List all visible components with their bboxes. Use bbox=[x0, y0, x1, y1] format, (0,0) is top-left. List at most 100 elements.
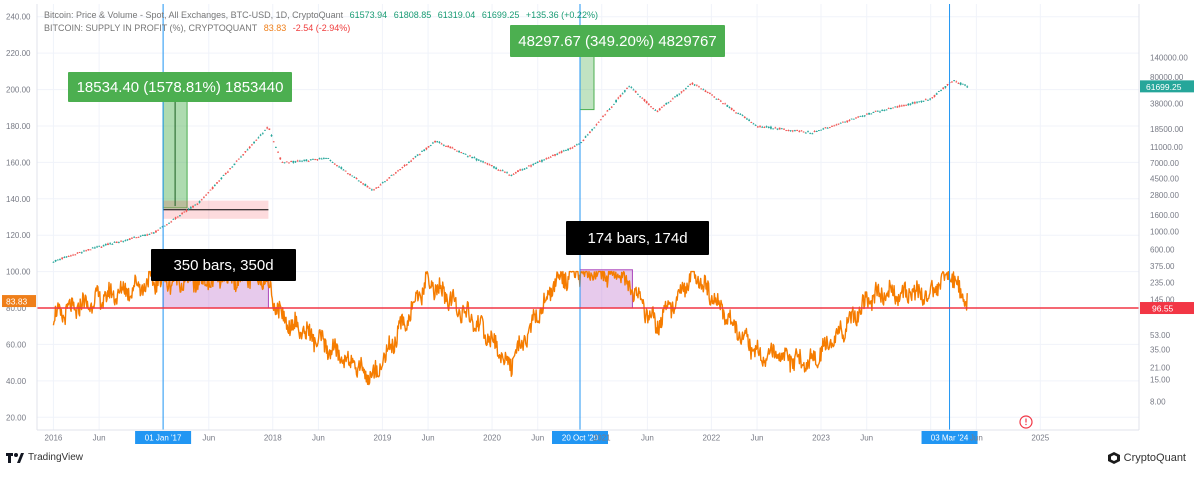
price-candle bbox=[547, 157, 550, 159]
price-candle bbox=[325, 158, 327, 160]
price-candle bbox=[233, 163, 236, 166]
price-candle bbox=[220, 177, 223, 180]
price-candle bbox=[580, 142, 583, 143]
price-candle bbox=[602, 116, 604, 117]
price-candle bbox=[144, 234, 146, 236]
price-candle bbox=[708, 93, 711, 95]
price-candle bbox=[905, 104, 908, 106]
price-candle bbox=[460, 152, 463, 153]
price-candle bbox=[554, 154, 556, 156]
price-candle bbox=[521, 169, 524, 171]
price-candle bbox=[831, 125, 833, 127]
price-candle bbox=[397, 170, 399, 172]
price-candle bbox=[844, 121, 846, 123]
price-candle bbox=[421, 150, 423, 152]
price-candle bbox=[920, 100, 923, 102]
price-candle bbox=[477, 159, 480, 161]
price-candle bbox=[501, 170, 504, 172]
price-candle bbox=[117, 242, 120, 243]
price-candle bbox=[486, 163, 489, 165]
price-candle bbox=[713, 96, 716, 98]
price-candle bbox=[277, 151, 279, 153]
price-candle bbox=[885, 109, 888, 111]
price-candle bbox=[848, 120, 851, 121]
price-candle bbox=[139, 235, 142, 237]
price-candle bbox=[266, 127, 269, 129]
right-tick-label: 21.00 bbox=[1150, 363, 1171, 372]
price-candle bbox=[126, 239, 129, 241]
price-candle bbox=[606, 110, 609, 112]
price-candle bbox=[573, 146, 576, 147]
x-tick-label: Jun bbox=[422, 434, 435, 443]
price-candle bbox=[787, 130, 790, 131]
left-tick-label: 140.00 bbox=[6, 195, 31, 204]
price-candle bbox=[390, 175, 393, 176]
price-candle bbox=[702, 89, 705, 91]
price-candle bbox=[242, 154, 245, 156]
annotation-box bbox=[68, 72, 292, 102]
price-candle bbox=[98, 245, 101, 247]
price-candle bbox=[754, 125, 757, 127]
price-candle bbox=[67, 256, 70, 257]
x-tick-label: 2023 bbox=[812, 434, 830, 443]
price-candle bbox=[724, 103, 727, 105]
price-candle bbox=[192, 205, 194, 208]
price-candle bbox=[218, 180, 221, 182]
price-candle bbox=[874, 110, 877, 112]
price-candle bbox=[307, 161, 310, 162]
price-candle bbox=[953, 80, 956, 81]
price-candle bbox=[61, 257, 64, 259]
price-candle bbox=[425, 147, 428, 150]
right-tick-label: 1000.00 bbox=[1150, 227, 1179, 236]
right-tick-label: 8.00 bbox=[1150, 397, 1166, 406]
x-tick-label: Jun bbox=[751, 434, 764, 443]
price-candle bbox=[894, 106, 897, 108]
tradingview-logo[interactable]: TradingView bbox=[6, 452, 83, 463]
right-tick-label: 15.00 bbox=[1150, 375, 1171, 384]
price-candle bbox=[835, 124, 838, 126]
price-candle bbox=[224, 172, 227, 175]
x-tick-label: Jun bbox=[970, 434, 983, 443]
price-candle bbox=[870, 113, 873, 115]
price-candle bbox=[545, 158, 548, 160]
price-candle bbox=[296, 160, 299, 162]
price-candle bbox=[711, 94, 713, 96]
price-candle bbox=[519, 169, 522, 171]
price-candle bbox=[639, 96, 641, 98]
price-candle bbox=[78, 252, 81, 253]
price-candle bbox=[155, 230, 157, 233]
price-candle bbox=[739, 113, 742, 115]
price-candle bbox=[52, 261, 55, 263]
price-candle bbox=[676, 94, 679, 97]
price-candle bbox=[665, 103, 668, 105]
price-candle bbox=[506, 172, 508, 174]
price-candle bbox=[966, 86, 969, 88]
price-candle bbox=[410, 160, 413, 162]
price-candle bbox=[475, 158, 478, 161]
price-candle bbox=[684, 88, 687, 90]
price-candle bbox=[229, 168, 231, 169]
price-candle bbox=[567, 148, 570, 151]
cryptoquant-logo[interactable]: CryptoQuant bbox=[1107, 452, 1186, 464]
price-candle bbox=[432, 142, 434, 144]
right-tick-label: 38000.00 bbox=[1150, 99, 1184, 108]
price-candle bbox=[852, 118, 855, 120]
price-candle bbox=[163, 225, 166, 227]
price-candle bbox=[759, 125, 761, 127]
price-candle bbox=[770, 126, 772, 129]
price-candle bbox=[471, 156, 474, 159]
price-candle bbox=[259, 134, 262, 136]
price-candle bbox=[490, 165, 493, 167]
price-candle bbox=[327, 158, 330, 159]
price-candle bbox=[198, 201, 201, 203]
price-candle bbox=[344, 170, 347, 172]
price-candle bbox=[508, 174, 511, 176]
price-candle bbox=[811, 133, 814, 135]
price-candle bbox=[157, 229, 160, 231]
price-candle bbox=[253, 141, 255, 144]
price-candle bbox=[440, 143, 443, 145]
alert-icon[interactable] bbox=[1019, 415, 1033, 429]
price-candle bbox=[379, 184, 382, 186]
